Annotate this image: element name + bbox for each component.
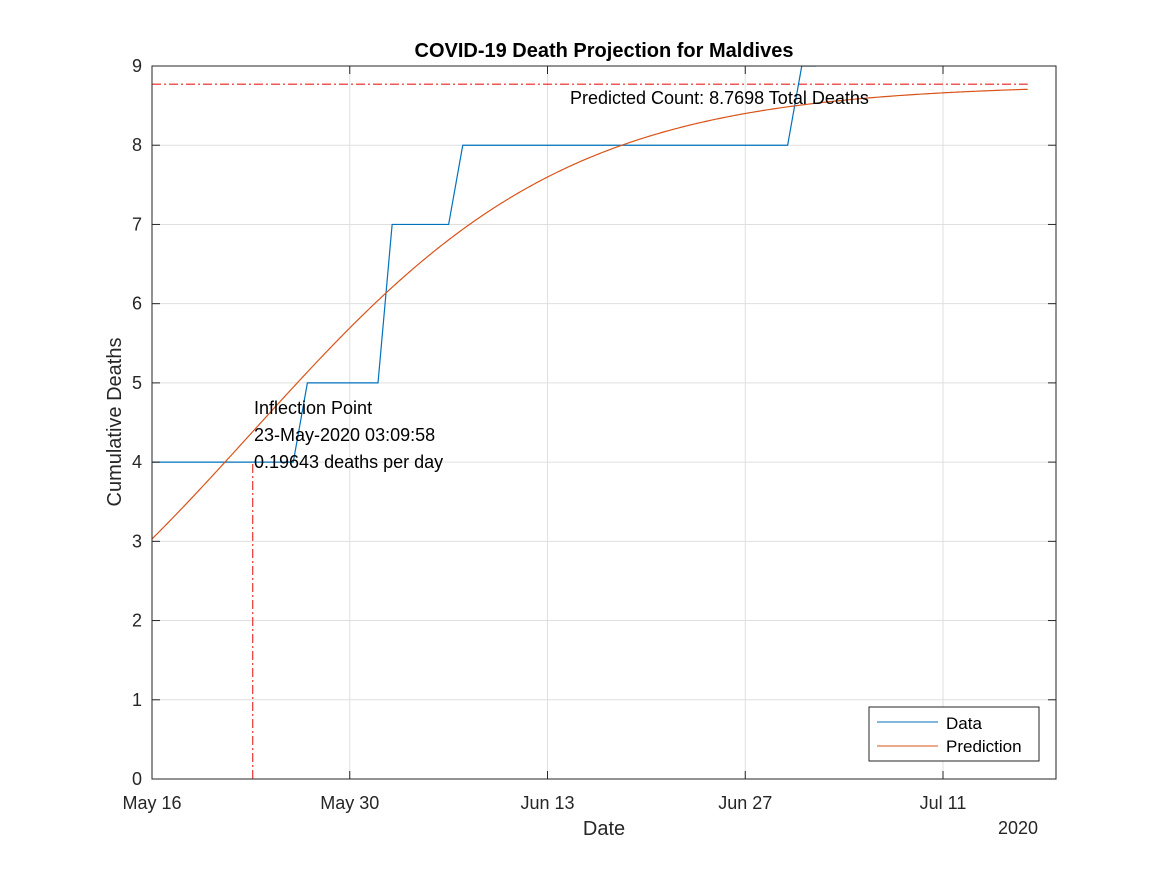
y-tick-label: 5: [132, 373, 142, 393]
y-tick-label: 8: [132, 135, 142, 155]
y-tick-label: 4: [132, 452, 142, 472]
inflection-annotation-date: 23-May-2020 03:09:58: [254, 425, 435, 445]
x-tick-label: Jul 11: [920, 793, 967, 813]
series-line-prediction: [152, 88, 1028, 540]
y-tick-label: 9: [132, 56, 142, 76]
x-tick-label: Jun 27: [718, 793, 772, 813]
y-axis-label: Cumulative Deaths: [104, 338, 126, 507]
y-tick-label: 0: [132, 769, 142, 789]
y-tick-label: 1: [132, 690, 142, 710]
legend: Data Prediction: [868, 706, 1040, 762]
predicted-count-annotation: Predicted Count: 8.7698 Total Deaths: [570, 88, 869, 108]
x-tick-label: May 30: [320, 793, 379, 813]
x-axis-label: Date: [583, 818, 625, 840]
inflection-annotation-title: Inflection Point: [254, 398, 372, 418]
series-layer: [152, 66, 1028, 540]
y-tick-label: 7: [132, 214, 142, 234]
legend-label-data: Data: [946, 714, 982, 733]
axis-ticks: 0 1 2 3 4 5 6 7 8 9 May 16 May 30 Jun 13 Jun 27 Jul 11: [122, 56, 1056, 813]
plot-frame: [151, 65, 1057, 780]
y-tick-label: 6: [132, 294, 142, 314]
chart-title: COVID-19 Death Projection for Maldives: [415, 40, 794, 62]
x-tick-label: May 16: [122, 793, 181, 813]
x-axis-year-label: 2020: [998, 818, 1038, 838]
inflection-annotation-rate: 0.19643 deaths per day: [254, 452, 443, 472]
reference-lines: [152, 83, 1028, 779]
plot-area: [152, 66, 1056, 779]
y-tick-label: 2: [132, 611, 142, 631]
legend-label-prediction: Prediction: [946, 737, 1022, 756]
legend-box: [868, 706, 1040, 762]
y-tick-label: 3: [132, 531, 142, 551]
x-tick-label: Jun 13: [520, 793, 574, 813]
